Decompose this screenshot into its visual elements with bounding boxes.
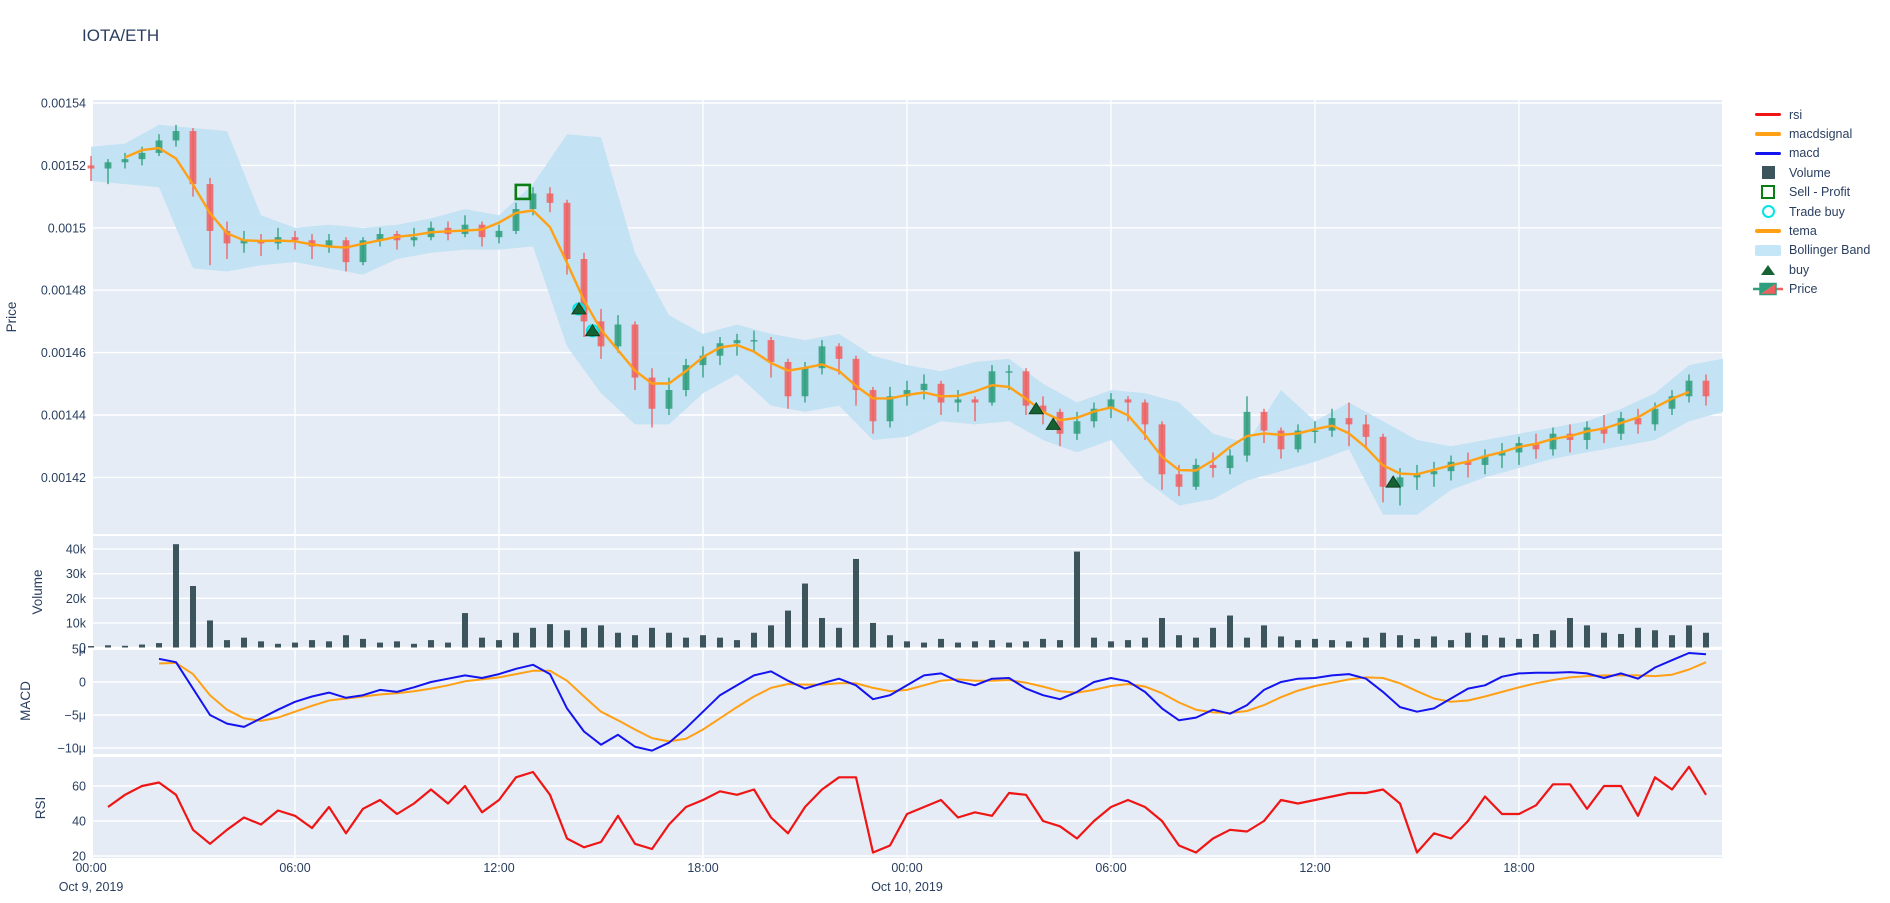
x-date-label: Oct 10, 2019 [871,880,943,894]
x-tick-label: 00:00 [891,861,922,875]
legend-item-trade-buy[interactable]: Trade buy [1753,202,1870,221]
rsi-line [107,765,1707,854]
x-tick-label: 12:00 [483,861,514,875]
legend-label: Bollinger Band [1789,243,1871,258]
rsi-legend-icon [1753,112,1783,117]
legend-item-volume[interactable]: Volume [1753,163,1870,182]
page-title: IOTA/ETH [82,26,160,45]
macd-tick-label: 5μ [72,643,86,657]
x-tick-label: 18:00 [1503,861,1534,875]
x-date-label: Oct 9, 2019 [59,880,124,894]
buy-marker[interactable] [1028,401,1045,415]
macdsignal-legend-icon [1753,132,1783,136]
macd-tick-label: 0 [79,676,86,690]
tema-legend-icon [1753,229,1783,233]
legend: rsi macdsignal macd Volume Sell - Profit Trad… [1753,105,1870,299]
price-tick-label: 0.0015 [48,221,86,235]
buy-marker[interactable] [570,301,587,315]
volume-bars [88,544,1709,648]
macd-axis-title: MACD [18,681,33,721]
legend-item-bollinger-band[interactable]: Bollinger Band [1753,241,1870,260]
volume-tick-label: 30k [66,567,87,581]
macd-line [158,652,1707,752]
volume-tick-label: 0 [79,641,86,655]
legend-label: Sell - Profit [1789,185,1851,200]
price-candles [87,124,1710,506]
x-tick-label: 00:00 [75,861,106,875]
legend-item-price[interactable]: Price [1753,280,1870,299]
rsi-axis-title: RSI [33,797,48,820]
legend-label: Volume [1789,165,1831,180]
volume-legend-icon [1753,166,1783,180]
sell-profit-marker[interactable] [514,183,532,201]
sell-profit-legend-icon [1753,185,1783,200]
x-tick-label: 06:00 [279,861,310,875]
x-tick-label: 06:00 [1095,861,1126,875]
bollinger-band-legend-icon [1753,244,1783,256]
legend-item-buy[interactable]: buy [1753,260,1870,279]
price-legend-icon [1753,282,1783,296]
buy-marker[interactable] [1045,417,1062,430]
trade-buy-legend-icon [1753,205,1783,219]
macd-tick-label: −10μ [58,742,86,756]
legend-item-macdsignal[interactable]: macdsignal [1753,124,1870,143]
price-axis-title: Price [4,302,19,333]
legend-label: Price [1789,282,1818,297]
rsi-tick-label: 40 [72,815,86,829]
legend-label: macd [1789,146,1820,161]
legend-item-macd[interactable]: macd [1753,144,1870,163]
volume-axis-title: Volume [30,569,45,614]
buy-legend-icon [1753,264,1783,275]
legend-item-tema[interactable]: tema [1753,221,1870,240]
rsi-tick-label: 20 [72,850,86,864]
price-tick-label: 0.00154 [41,97,86,111]
macd-tick-label: −5μ [65,709,86,723]
tema-line [124,146,1690,476]
price-tick-label: 0.00142 [41,471,86,485]
macd-legend-icon [1753,151,1783,156]
rsi-tick-label: 60 [72,780,86,794]
legend-label: Trade buy [1789,204,1845,219]
buy-marker[interactable] [584,323,601,337]
legend-label: rsi [1789,107,1803,122]
price-tick-label: 0.00152 [41,159,86,173]
legend-label: tema [1789,224,1817,239]
volume-tick-label: 20k [66,592,87,606]
buy-marker[interactable] [1385,475,1402,488]
volume-tick-label: 10k [66,616,87,630]
legend-item-rsi[interactable]: rsi [1753,105,1870,124]
x-tick-label: 12:00 [1299,861,1330,875]
price-tick-label: 0.00144 [41,409,86,423]
price-tick-label: 0.00148 [41,284,86,298]
volume-tick-label: 40k [66,543,87,557]
legend-label: buy [1789,262,1810,277]
legend-label: macdsignal [1789,127,1853,142]
legend-item-sell-profit[interactable]: Sell - Profit [1753,183,1870,202]
price-tick-label: 0.00146 [41,346,86,360]
x-tick-label: 18:00 [687,861,718,875]
